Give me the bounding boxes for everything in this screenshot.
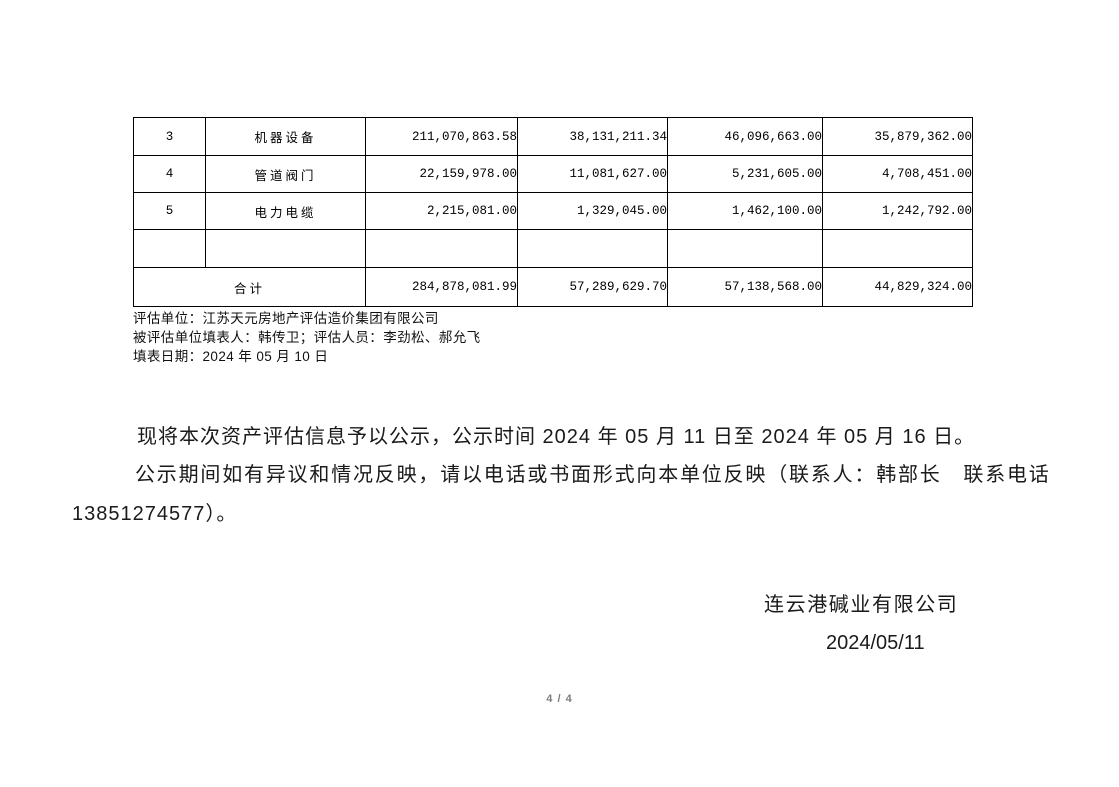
cell-value: 38,131,211.34	[517, 117, 668, 156]
table-row: 5 电力电缆 2,215,081.00 1,329,045.00 1,462,1…	[133, 192, 973, 230]
cell-total-label: 合计	[133, 267, 366, 307]
feedback-paragraph-line2: 13851274577）。	[72, 503, 238, 525]
cell-value	[822, 229, 973, 268]
asset-table: 3 机器设备 211,070,863.58 38,131,211.34 46,0…	[133, 117, 973, 307]
cell-asset-name: 机器设备	[205, 117, 366, 156]
announcement-paragraph: 现将本次资产评估信息予以公示，公示时间 2024 年 05 月 11 日至 20…	[137, 426, 976, 448]
cell-value: 2,215,081.00	[365, 192, 518, 230]
table-row: 3 机器设备 211,070,863.58 38,131,211.34 46,0…	[133, 117, 973, 156]
cell-total-value: 284,878,081.99	[365, 267, 518, 307]
cell-total-value: 44,829,324.00	[822, 267, 973, 307]
signature-date: 2024/05/11	[826, 632, 925, 654]
page-indicator: 4 / 4	[546, 693, 573, 705]
note-preparers: 被评估单位填表人：韩传卫；评估人员：李劲松、郝允飞	[133, 330, 481, 345]
cell-asset-name: 管道阀门	[205, 155, 366, 193]
table-row: 4 管道阀门 22,159,978.00 11,081,627.00 5,231…	[133, 155, 973, 193]
cell-value	[517, 229, 668, 268]
cell-row-number: 3	[133, 117, 206, 156]
feedback-paragraph-line1: 公示期间如有异议和情况反映，请以电话或书面形式向本单位反映（联系人：韩部长 联系…	[135, 464, 1051, 486]
cell-value	[667, 229, 823, 268]
cell-value: 211,070,863.58	[365, 117, 518, 156]
cell-value: 35,879,362.00	[822, 117, 973, 156]
note-appraiser-unit: 评估单位：江苏天元房地产评估造价集团有限公司	[133, 311, 439, 326]
cell-total-value: 57,138,568.00	[667, 267, 823, 307]
cell-row-number: 5	[133, 192, 206, 230]
table-notes: 评估单位：江苏天元房地产评估造价集团有限公司 被评估单位填表人：韩传卫；评估人员…	[133, 309, 481, 366]
cell-asset-name	[205, 229, 366, 268]
cell-value: 22,159,978.00	[365, 155, 518, 193]
cell-value	[365, 229, 518, 268]
cell-value: 1,462,100.00	[667, 192, 823, 230]
table-row-total: 合计 284,878,081.99 57,289,629.70 57,138,5…	[133, 267, 973, 307]
cell-value: 11,081,627.00	[517, 155, 668, 193]
cell-value: 5,231,605.00	[667, 155, 823, 193]
signature-company: 连云港碱业有限公司	[764, 594, 959, 616]
cell-row-number: 4	[133, 155, 206, 193]
cell-value: 1,242,792.00	[822, 192, 973, 230]
cell-row-number	[133, 229, 206, 268]
cell-value: 46,096,663.00	[667, 117, 823, 156]
note-fill-date: 填表日期：2024 年 05 月 10 日	[133, 349, 329, 364]
cell-total-value: 57,289,629.70	[517, 267, 668, 307]
cell-value: 1,329,045.00	[517, 192, 668, 230]
cell-asset-name: 电力电缆	[205, 192, 366, 230]
cell-value: 4,708,451.00	[822, 155, 973, 193]
table-row-empty	[133, 229, 973, 268]
